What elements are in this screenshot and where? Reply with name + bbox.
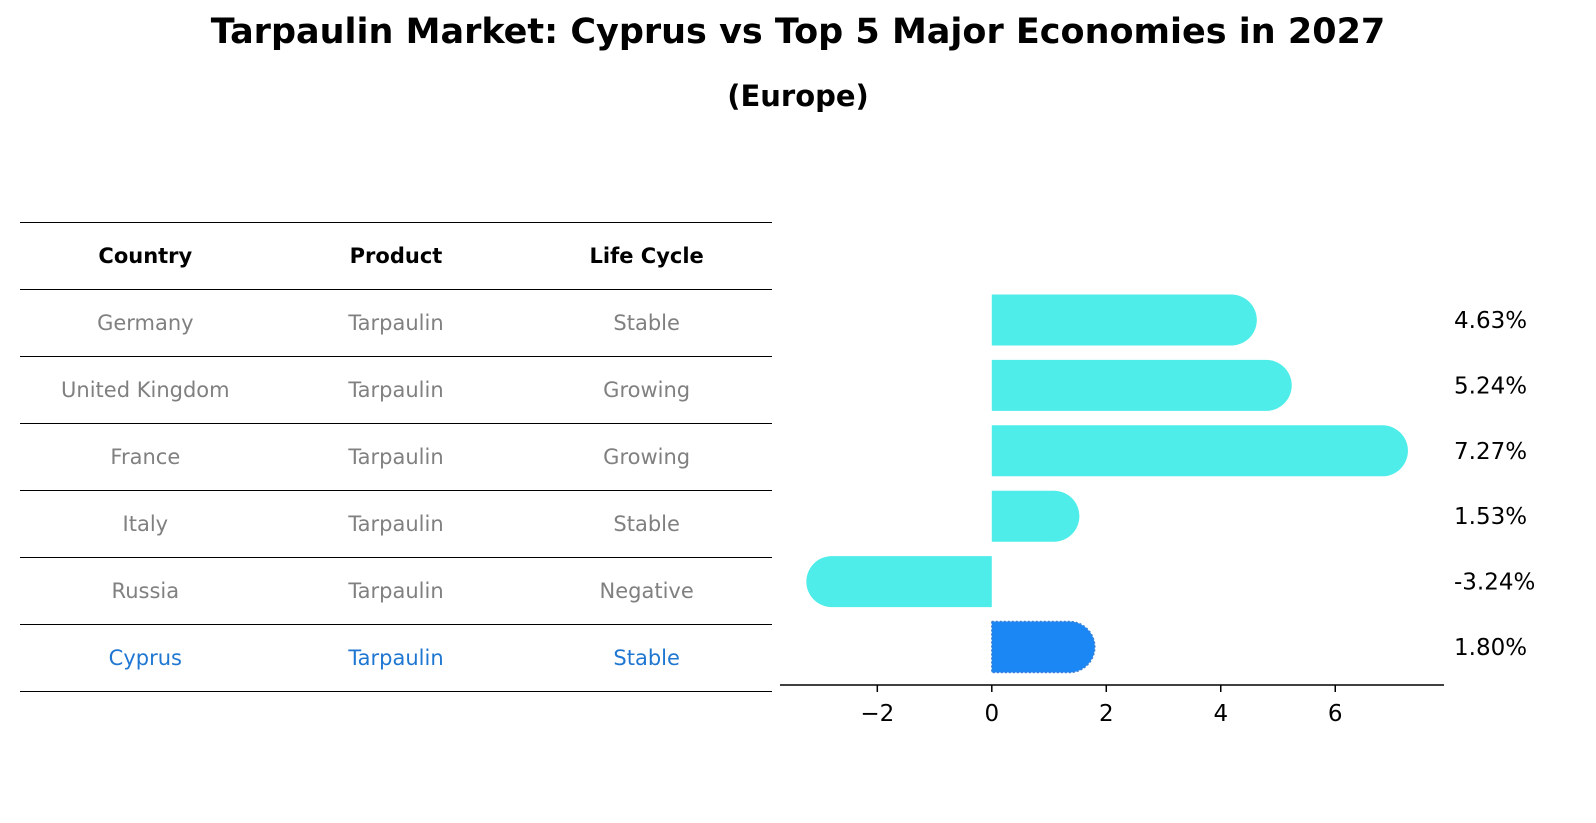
cell-country: United Kingdom	[20, 356, 271, 424]
bar-germany	[991, 294, 1257, 346]
cell-life-cycle: Stable	[521, 624, 772, 692]
value-label: 1.53%	[1454, 504, 1527, 530]
table-header-row: Country Product Life Cycle	[20, 222, 772, 290]
bar-france	[991, 425, 1408, 477]
bar-italy	[991, 490, 1080, 542]
table-row: Germany Tarpaulin Stable	[20, 289, 772, 357]
chart-subtitle: (Europe)	[727, 79, 869, 113]
x-tick-label: −2	[860, 701, 894, 727]
bar-russia	[806, 556, 992, 608]
cell-life-cycle: Growing	[521, 356, 772, 424]
table-row: Russia Tarpaulin Negative	[20, 557, 772, 625]
header-life-cycle: Life Cycle	[521, 222, 772, 290]
cell-life-cycle: Negative	[521, 557, 772, 625]
value-label: 1.80%	[1454, 635, 1527, 661]
cell-product: Tarpaulin	[270, 356, 522, 424]
cell-life-cycle: Stable	[521, 289, 772, 357]
bar-chart-container: 4.63% 5.24% 7.27% 1.53% -3.24% 1.80% −2 0 2 4 6	[780, 280, 1580, 764]
bar-united-kingdom	[991, 359, 1292, 411]
value-label: 5.24%	[1454, 373, 1527, 399]
cell-country: France	[20, 423, 271, 491]
cell-country: Italy	[20, 490, 271, 558]
life-cycle-table: Country Product Life Cycle Germany Tarpa…	[20, 222, 772, 692]
table-row: Italy Tarpaulin Stable	[20, 490, 772, 558]
table-row: United Kingdom Tarpaulin Growing	[20, 356, 772, 424]
table-row: France Tarpaulin Growing	[20, 423, 772, 491]
cell-product: Tarpaulin	[270, 624, 522, 692]
table-row-highlighted: Cyprus Tarpaulin Stable	[20, 624, 772, 692]
x-tick-label: 2	[1099, 701, 1114, 727]
life-cycle-table-container: Country Product Life Cycle Germany Tarpa…	[20, 222, 772, 692]
header-product: Product	[270, 222, 522, 290]
cell-country: Cyprus	[20, 624, 271, 692]
x-tick-label: 0	[984, 701, 999, 727]
x-tick-label: 4	[1213, 701, 1228, 727]
cell-product: Tarpaulin	[270, 490, 522, 558]
bar-chart: 4.63% 5.24% 7.27% 1.53% -3.24% 1.80% −2 0 2 4 6	[780, 294, 1535, 727]
value-label: 7.27%	[1454, 439, 1527, 465]
cell-life-cycle: Growing	[521, 423, 772, 491]
cell-life-cycle: Stable	[521, 490, 772, 558]
value-label: -3.24%	[1454, 570, 1535, 596]
header-country: Country	[20, 222, 271, 290]
cell-country: Germany	[20, 289, 271, 357]
chart-title: Tarpaulin Market: Cyprus vs Top 5 Major …	[210, 12, 1386, 52]
x-tick-label: 6	[1328, 701, 1343, 727]
cell-product: Tarpaulin	[270, 289, 522, 357]
cell-product: Tarpaulin	[270, 423, 522, 491]
bar-cyprus	[991, 620, 1096, 674]
value-label: 4.63%	[1454, 308, 1527, 334]
cell-country: Russia	[20, 557, 271, 625]
cell-product: Tarpaulin	[270, 557, 522, 625]
